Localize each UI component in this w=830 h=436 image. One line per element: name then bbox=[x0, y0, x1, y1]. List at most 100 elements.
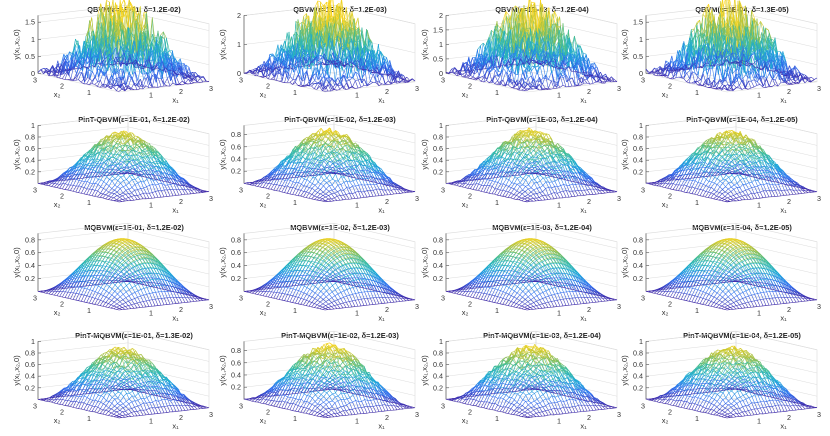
z-tick-label: 0.4 bbox=[231, 370, 241, 379]
surface-panel: PinT-QBVM(ε=1E-02, δ=1.2E-03)0.20.40.60.… bbox=[218, 115, 419, 215]
x2-tick-label: 2 bbox=[266, 192, 270, 201]
z-tick-label: 0.8 bbox=[433, 235, 443, 244]
x1-tick-label: 3 bbox=[209, 410, 213, 419]
z-tick-label: 0.2 bbox=[633, 167, 643, 176]
z-tick-label: 0.8 bbox=[433, 349, 443, 358]
x1-axis-label: x₁ bbox=[780, 206, 787, 215]
x2-axis-label: x₂ bbox=[54, 200, 61, 209]
x2-tick-label: 2 bbox=[668, 82, 672, 91]
x2-tick-label: 3 bbox=[33, 185, 37, 194]
z-tick-label: 1 bbox=[439, 121, 443, 130]
surface-panel: QBVM(ε=1E-03, δ=1.2E-04)00.511.52123321x… bbox=[420, 0, 621, 105]
z-axis-label: y(x₁,x₂,0) bbox=[218, 29, 227, 60]
x1-tick-label: 1 bbox=[557, 309, 561, 318]
x2-tick-label: 2 bbox=[668, 192, 672, 201]
z-tick-label: 0.2 bbox=[433, 274, 443, 283]
x2-tick-label: 1 bbox=[87, 198, 91, 207]
z-tick-label: 1.5 bbox=[25, 18, 35, 27]
x1-tick-label: 1 bbox=[757, 201, 761, 210]
x1-tick-label: 2 bbox=[179, 197, 183, 206]
x1-tick-label: 1 bbox=[355, 91, 359, 100]
z-tick-label: 0.8 bbox=[633, 235, 643, 244]
z-tick-label: 0.6 bbox=[433, 248, 443, 257]
surface-panel: MQBVM(ε=1E-03, δ=1.2E-04)0.20.40.60.81 2 3… bbox=[420, 223, 621, 323]
surface-mesh bbox=[446, 0, 617, 91]
x1-tick-label: 2 bbox=[385, 197, 389, 206]
z-tick-label: 1.5 bbox=[633, 18, 643, 27]
z-tick-label: 0.4 bbox=[433, 261, 443, 270]
z-tick-label: 0.8 bbox=[25, 235, 35, 244]
x1-tick-label: 3 bbox=[817, 194, 821, 203]
x1-tick-label: 1 bbox=[757, 91, 761, 100]
x1-tick-label: 1 bbox=[355, 309, 359, 318]
x2-tick-label: 1 bbox=[293, 306, 297, 315]
surface-panel: PinT-QBVM(ε=1E-03, δ=1.2E-04)0.20.40.60.… bbox=[420, 115, 621, 215]
surface-panel: PinT-QBVM(ε=1E-01, δ=1.2E-02)0.20.40.60.… bbox=[12, 115, 213, 215]
z-tick-label: 0.2 bbox=[231, 274, 241, 283]
z-tick-label: 0.4 bbox=[633, 156, 643, 165]
x1-tick-label: 2 bbox=[787, 87, 791, 96]
z-tick-label: 0.2 bbox=[25, 167, 35, 176]
z-axis-label: y(x₁,x₂,0) bbox=[420, 247, 429, 278]
x2-axis-label: x₂ bbox=[54, 416, 61, 425]
x2-tick-label: 3 bbox=[441, 75, 445, 84]
z-tick-label: 1 bbox=[439, 337, 443, 346]
x2-tick-label: 1 bbox=[293, 414, 297, 423]
z-tick-label: 1 bbox=[439, 40, 443, 49]
x2-tick-label: 2 bbox=[266, 82, 270, 91]
z-tick-label: 0.8 bbox=[231, 130, 241, 139]
x1-tick-label: 2 bbox=[587, 197, 591, 206]
x2-tick-label: 2 bbox=[60, 300, 64, 309]
x1-axis-label: x₁ bbox=[378, 422, 385, 431]
x1-axis-label: x₁ bbox=[172, 206, 179, 215]
x2-axis-label: x₂ bbox=[462, 416, 469, 425]
z-tick-label: 0.8 bbox=[633, 133, 643, 142]
x2-tick-label: 2 bbox=[60, 408, 64, 417]
x1-tick-label: 2 bbox=[587, 305, 591, 314]
z-tick-label: 0.6 bbox=[25, 360, 35, 369]
x1-tick-label: 2 bbox=[587, 87, 591, 96]
x1-tick-label: 3 bbox=[209, 302, 213, 311]
x1-tick-label: 2 bbox=[385, 305, 389, 314]
z-tick-label: 0.2 bbox=[231, 167, 241, 176]
z-tick-label: 1 bbox=[31, 337, 35, 346]
z-tick-label: 1.5 bbox=[433, 25, 443, 34]
x1-tick-label: 1 bbox=[149, 91, 153, 100]
x1-tick-label: 1 bbox=[557, 91, 561, 100]
z-axis-label: y(x₁,x₂,0) bbox=[12, 139, 21, 170]
z-axis-label: y(x₁,x₂,0) bbox=[218, 139, 227, 170]
x1-tick-label: 2 bbox=[179, 305, 183, 314]
x1-tick-label: 2 bbox=[787, 197, 791, 206]
x1-axis-label: x₁ bbox=[172, 314, 179, 323]
x2-axis-label: x₂ bbox=[462, 200, 469, 209]
x2-axis-label: x₂ bbox=[662, 200, 669, 209]
surface-panel: PinT-MQBVM(ε=1E-04, δ=1.2E-05)0.20.40.60… bbox=[620, 331, 821, 431]
x1-tick-label: 2 bbox=[385, 87, 389, 96]
x1-axis-label: x₁ bbox=[580, 314, 587, 323]
x2-axis-label: x₂ bbox=[662, 416, 669, 425]
z-axis-label: y(x₁,x₂,0) bbox=[620, 355, 629, 386]
z-tick-label: 0.6 bbox=[633, 248, 643, 257]
surface-mesh bbox=[38, 0, 209, 91]
x2-tick-label: 1 bbox=[293, 88, 297, 97]
x2-tick-label: 1 bbox=[695, 414, 699, 423]
z-axis-label: y(x₁,x₂,0) bbox=[12, 29, 21, 60]
z-axis-label: y(x₁,x₂,0) bbox=[420, 139, 429, 170]
x1-tick-label: 1 bbox=[757, 417, 761, 426]
surface-mesh bbox=[244, 343, 415, 418]
x1-tick-label: 1 bbox=[355, 201, 359, 210]
z-tick-label: 0.5 bbox=[433, 54, 443, 63]
x1-tick-label: 1 bbox=[557, 201, 561, 210]
z-tick-label: 1 bbox=[31, 121, 35, 130]
x2-tick-label: 2 bbox=[468, 300, 472, 309]
x2-tick-label: 2 bbox=[60, 82, 64, 91]
x2-tick-label: 1 bbox=[495, 414, 499, 423]
z-tick-label: 0.5 bbox=[25, 52, 35, 61]
z-axis-label: y(x₁,x₂,0) bbox=[620, 139, 629, 170]
surface-panel: PinT-MQBVM(ε=1E-02, δ=1.2E-03)0.20.40.60… bbox=[218, 331, 419, 431]
z-tick-label: 0.2 bbox=[25, 383, 35, 392]
x1-axis-label: x₁ bbox=[172, 422, 179, 431]
x2-axis-label: x₂ bbox=[462, 308, 469, 317]
z-tick-label: 0.2 bbox=[433, 383, 443, 392]
x1-axis-label: x₁ bbox=[780, 96, 787, 105]
